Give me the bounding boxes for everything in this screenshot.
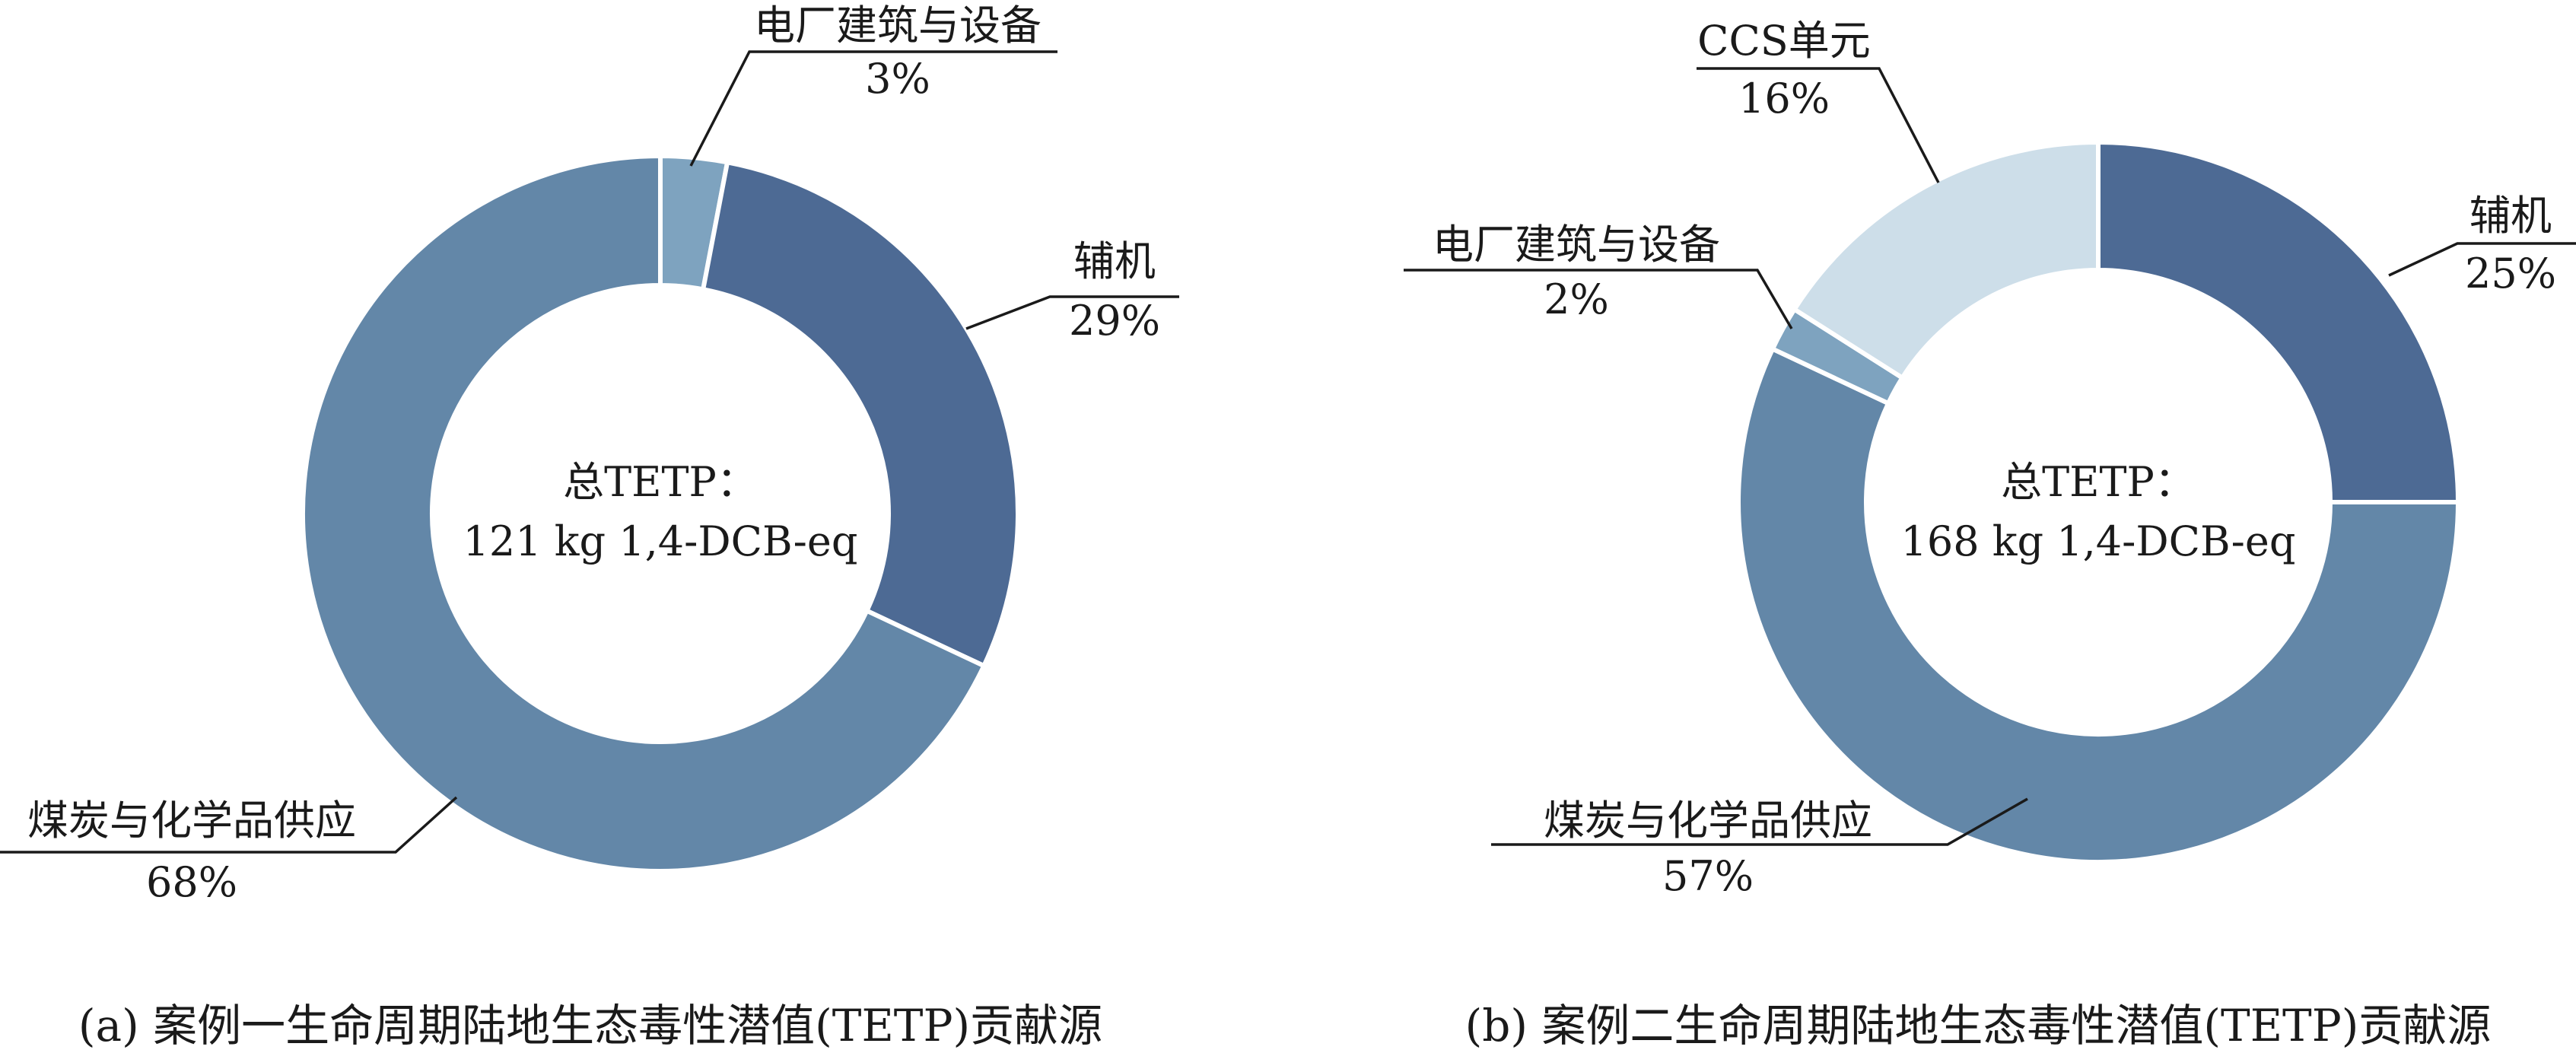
label-b-ccs-pct: 16% [1738, 75, 1830, 122]
leader-a-aux [965, 295, 1179, 330]
leader-b-ccs [1697, 67, 1940, 183]
donut-a-slices [301, 153, 1020, 873]
center-b-line2: 168 kg 1,4-DCB-eq [1901, 517, 2296, 565]
center-a-line2: 121 kg 1,4-DCB-eq [463, 517, 858, 565]
leader-b-coal [1491, 797, 2028, 846]
label-a-coal-name: 煤炭与化学品供应 [27, 797, 356, 845]
caption-a: (a) 案例一生命周期陆地生态毒性潜值(TETP)贡献源 [78, 1000, 1102, 1051]
label-b-plant-name: 电厂建筑与设备 [1433, 221, 1720, 269]
label-a-aux-pct: 29% [1069, 297, 1160, 345]
donut-a-slice-2 [301, 153, 987, 873]
donut-a-slice-1 [700, 159, 1020, 670]
label-b-aux-pct: 25% [2465, 250, 2556, 297]
label-a-plant-name: 电厂建筑与设备 [754, 2, 1042, 49]
leader-b-plant [1404, 269, 1793, 329]
leader-a-coal [0, 796, 458, 854]
label-b-ccs-name: CCS单元 [1697, 17, 1871, 65]
donut-b-slice-3 [1791, 139, 2101, 381]
center-b-line1: 总TETP： [2001, 458, 2196, 506]
donut-b-slices [1736, 139, 2461, 864]
chart-a: 电厂建筑与设备 3% 辅机 29% 煤炭与化学品供应 68% 总TETP： 12… [0, 2, 1179, 1051]
label-b-coal-pct: 57% [1662, 852, 1754, 900]
label-b-coal-name: 煤炭与化学品供应 [1544, 797, 1872, 845]
label-a-aux-name: 辅机 [1073, 237, 1156, 285]
chart-b: CCS单元 16% 电厂建筑与设备 2% 辅机 25% 煤炭与化学品供应 57%… [1404, 17, 2576, 1051]
label-a-plant-pct: 3% [865, 55, 930, 103]
label-b-plant-pct: 2% [1544, 275, 1609, 323]
caption-b: (b) 案例二生命周期陆地生态毒性潜值(TETP)贡献源 [1465, 1000, 2492, 1051]
center-a-line1: 总TETP： [563, 458, 758, 506]
leader-b-aux [2388, 242, 2576, 277]
donut-b-slice-0 [2096, 139, 2461, 504]
label-b-aux-name: 辅机 [2469, 192, 2552, 240]
label-a-coal-pct: 68% [146, 858, 237, 906]
donut-b-slice-1 [1736, 345, 2461, 864]
leader-a-plant [689, 50, 1057, 167]
